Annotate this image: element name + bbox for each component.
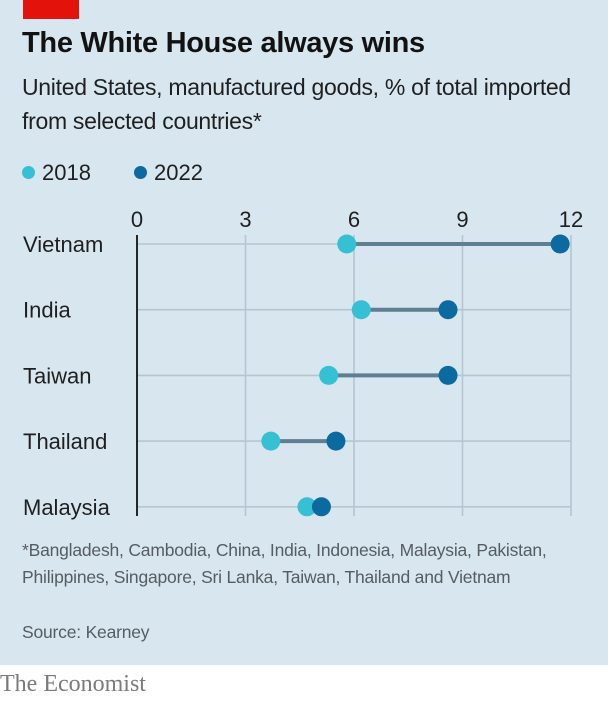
chart-panel: The White House always wins United State… [0, 0, 608, 665]
x-tick-label: 6 [348, 207, 360, 232]
dumbbell-chart: 0 3 6 9 12 Vietnam India Taiwan Thailand Malaysia [23, 207, 583, 520]
x-tick-label: 12 [559, 207, 583, 232]
legend-label: 2018 [42, 160, 91, 185]
category-label: India [23, 298, 71, 323]
source-note: Source: Kearney [22, 622, 150, 642]
dot-2022 [438, 300, 458, 320]
brand-red-tag [23, 0, 79, 19]
dot-2018 [261, 431, 281, 451]
legend-dot-2022-icon [134, 165, 147, 179]
dot-2022 [438, 365, 458, 385]
footnote: *Bangladesh, Cambodia, China, India, Ind… [22, 540, 547, 587]
chart-title: The White House always wins [22, 27, 425, 59]
dot-2022 [326, 431, 346, 451]
dot-2022 [550, 234, 570, 254]
category-label: Vietnam [23, 232, 103, 257]
dot-2018 [337, 234, 357, 254]
dot-2022 [311, 497, 331, 517]
dot-2018 [319, 365, 339, 385]
dot-2018 [297, 497, 317, 517]
legend-item-2018: 2018 [22, 160, 91, 186]
x-tick-label: 0 [131, 207, 143, 232]
category-label: Thailand [23, 429, 107, 454]
brand-logo: The Economist [0, 671, 146, 697]
dot-2018 [351, 300, 371, 320]
legend-item-2022: 2022 [134, 160, 203, 186]
category-label: Taiwan [23, 363, 91, 388]
chart-subtitle: United States, manufactured goods, % of … [22, 74, 571, 134]
category-label: Malaysia [23, 495, 111, 520]
legend-label: 2022 [154, 160, 203, 185]
x-tick-label: 9 [456, 207, 468, 232]
x-tick-label: 3 [239, 207, 251, 232]
legend-dot-2018-icon [22, 165, 35, 179]
